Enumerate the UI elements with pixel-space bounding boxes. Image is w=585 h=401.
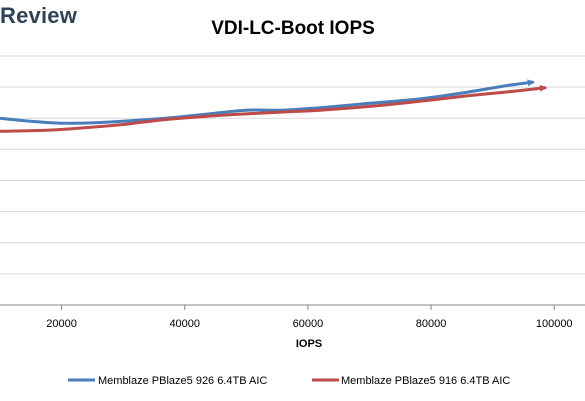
legend-label-1: Memblaze PBlaze5 926 6.4TB AIC bbox=[98, 375, 267, 387]
gridlines bbox=[0, 55, 585, 306]
series-layer bbox=[0, 79, 547, 133]
x-tick-label: 60000 bbox=[293, 318, 324, 330]
series-line-2 bbox=[0, 86, 547, 133]
chart-title: VDI-LC-Boot IOPS bbox=[211, 18, 375, 39]
x-tick-label: 40000 bbox=[169, 318, 200, 330]
series-end-arrow-2 bbox=[539, 84, 547, 92]
x-axis-ticks: 20000 40000 60000 80000 100000 bbox=[46, 305, 573, 330]
x-tick-label: 100000 bbox=[536, 318, 573, 330]
legend: Memblaze PBlaze5 926 6.4TB AIC Memblaze P… bbox=[68, 375, 510, 387]
legend-label-2: Memblaze PBlaze5 916 6.4TB AIC bbox=[341, 375, 510, 387]
x-tick-label: 80000 bbox=[416, 318, 447, 330]
brand-logo: Review bbox=[0, 3, 78, 28]
series-end-arrow-1 bbox=[527, 79, 535, 87]
x-axis-label: IOPS bbox=[296, 338, 322, 350]
x-tick-label: 20000 bbox=[46, 318, 77, 330]
series-line-1 bbox=[0, 80, 535, 125]
